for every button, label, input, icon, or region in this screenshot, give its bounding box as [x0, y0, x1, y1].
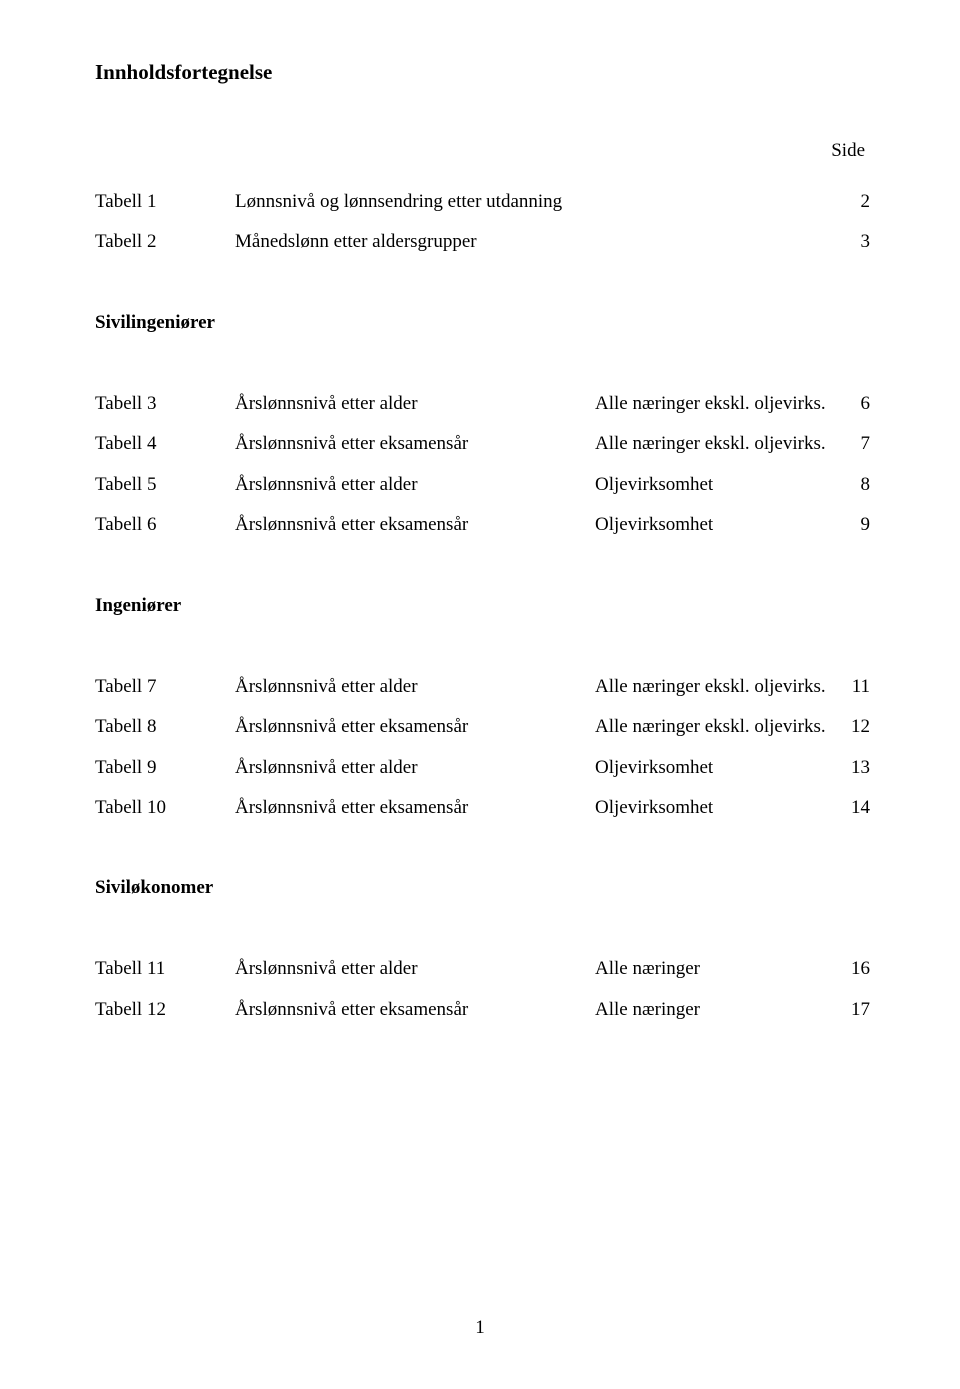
toc-row-category: Oljevirksomhet: [595, 510, 830, 539]
toc-row-category: Oljevirksomhet: [595, 753, 830, 782]
toc-row-desc: Årslønnsnivå etter eksamensår: [235, 712, 595, 741]
toc-row-page: 13: [830, 753, 870, 782]
toc-sections: Tabell 1Lønnsnivå og lønnsendring etter …: [95, 187, 870, 1024]
toc-row-page: 3: [830, 227, 870, 256]
toc-row-label: Tabell 7: [95, 672, 235, 701]
toc-block: Tabell 3Årslønnsnivå etter alderAlle nær…: [95, 389, 870, 540]
toc-row-desc: Årslønnsnivå etter eksamensår: [235, 510, 595, 539]
toc-row-page: 7: [830, 429, 870, 458]
toc-row-category: Alle næringer ekskl. oljevirks.: [595, 389, 830, 418]
toc-row-category: Oljevirksomhet: [595, 470, 830, 499]
toc-row-page: 6: [830, 389, 870, 418]
toc-row: Tabell 3Årslønnsnivå etter alderAlle nær…: [95, 389, 870, 418]
toc-row-page: 17: [830, 995, 870, 1024]
document-title: Innholdsfortegnelse: [95, 60, 870, 85]
toc-block: Tabell 11Årslønnsnivå etter alderAlle næ…: [95, 954, 870, 1024]
toc-row-label: Tabell 11: [95, 954, 235, 983]
section-heading: Siviløkonomer: [95, 877, 870, 899]
toc-row-label: Tabell 4: [95, 429, 235, 458]
toc-row-category: Alle næringer: [595, 954, 830, 983]
toc-row-desc: Årslønnsnivå etter alder: [235, 470, 595, 499]
section-heading: Sivilingeniører: [95, 312, 870, 334]
page-number: 1: [475, 1317, 485, 1339]
side-header: Side: [95, 140, 870, 162]
toc-row-category: Alle næringer ekskl. oljevirks.: [595, 712, 830, 741]
toc-row-page: 12: [830, 712, 870, 741]
toc-row-desc: Årslønnsnivå etter alder: [235, 753, 595, 782]
section-heading: Ingeniører: [95, 595, 870, 617]
toc-row-page: 8: [830, 470, 870, 499]
toc-row: Tabell 9Årslønnsnivå etter alderOljevirk…: [95, 753, 870, 782]
toc-row-label: Tabell 10: [95, 793, 235, 822]
toc-row-desc: Årslønnsnivå etter alder: [235, 672, 595, 701]
toc-row-label: Tabell 8: [95, 712, 235, 741]
toc-row: Tabell 8Årslønnsnivå etter eksamensårAll…: [95, 712, 870, 741]
toc-row-page: 16: [830, 954, 870, 983]
toc-row: Tabell 1Lønnsnivå og lønnsendring etter …: [95, 187, 870, 216]
toc-row-category: Alle næringer ekskl. oljevirks.: [595, 429, 830, 458]
toc-row-label: Tabell 9: [95, 753, 235, 782]
toc-row-desc: Årslønnsnivå etter alder: [235, 389, 595, 418]
toc-block: Tabell 1Lønnsnivå og lønnsendring etter …: [95, 187, 870, 257]
toc-row: Tabell 6Årslønnsnivå etter eksamensårOlj…: [95, 510, 870, 539]
toc-row-desc: Årslønnsnivå etter eksamensår: [235, 793, 595, 822]
toc-row-label: Tabell 5: [95, 470, 235, 499]
toc-row: Tabell 10Årslønnsnivå etter eksamensårOl…: [95, 793, 870, 822]
toc-row-category: Alle næringer: [595, 995, 830, 1024]
toc-row-label: Tabell 12: [95, 995, 235, 1024]
toc-row-page: 9: [830, 510, 870, 539]
toc-row-page: 14: [830, 793, 870, 822]
toc-row-label: Tabell 2: [95, 227, 235, 256]
toc-row: Tabell 7Årslønnsnivå etter alderAlle nær…: [95, 672, 870, 701]
toc-row-desc: Årslønnsnivå etter alder: [235, 954, 595, 983]
toc-row-desc: Årslønnsnivå etter eksamensår: [235, 995, 595, 1024]
toc-block: Tabell 7Årslønnsnivå etter alderAlle nær…: [95, 672, 870, 823]
toc-row-category: Oljevirksomhet: [595, 793, 830, 822]
toc-row-category: Alle næringer ekskl. oljevirks.: [595, 672, 830, 701]
toc-row-desc: Månedslønn etter aldersgrupper: [235, 227, 595, 256]
toc-row: Tabell 11Årslønnsnivå etter alderAlle næ…: [95, 954, 870, 983]
toc-row: Tabell 5Årslønnsnivå etter alderOljevirk…: [95, 470, 870, 499]
page-container: Innholdsfortegnelse Side Tabell 1Lønnsni…: [0, 0, 960, 1389]
toc-row-page: 2: [830, 187, 870, 216]
toc-row-desc: Årslønnsnivå etter eksamensår: [235, 429, 595, 458]
toc-row: Tabell 2Månedslønn etter aldersgrupper 3: [95, 227, 870, 256]
toc-row-label: Tabell 1: [95, 187, 235, 216]
toc-row: Tabell 4Årslønnsnivå etter eksamensårAll…: [95, 429, 870, 458]
toc-row-label: Tabell 6: [95, 510, 235, 539]
toc-row-desc: Lønnsnivå og lønnsendring etter utdannin…: [235, 187, 595, 216]
toc-row: Tabell 12Årslønnsnivå etter eksamensårAl…: [95, 995, 870, 1024]
toc-row-page: 11: [830, 672, 870, 701]
toc-row-label: Tabell 3: [95, 389, 235, 418]
